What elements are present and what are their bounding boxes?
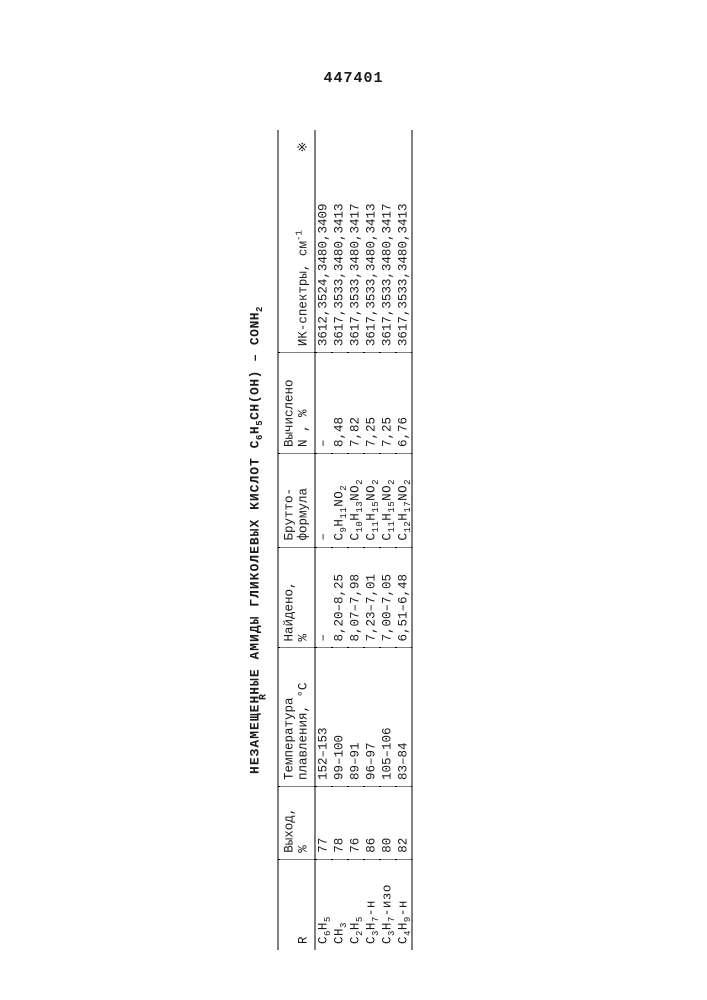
- cell-found: 7,00–7,05: [380, 547, 396, 648]
- table-row: C3H7-изо80105–1067,00–7,05C11H15NO27,253…: [380, 130, 396, 950]
- table-title: НЕЗАМЕЩЕННЫЕ АМИДЫ ГЛИКОЛЕВЫХ КИСЛОТ C6H…: [248, 130, 270, 950]
- cell-r: C3H7-н: [364, 859, 380, 950]
- title-text: НЕЗАМЕЩЕННЫЕ АМИДЫ ГЛИКОЛЕВЫХ КИСЛОТ: [248, 448, 263, 774]
- col-found: Найдено, %: [278, 547, 315, 648]
- table-row: C6H577152–153–––3612,3524,3480,3409: [316, 130, 332, 950]
- cell-yield: 78: [332, 787, 348, 860]
- col-yield-l1: Выход,: [283, 808, 297, 853]
- col-ir-sup: -1: [294, 230, 304, 241]
- cell-note: [316, 130, 332, 158]
- cell-mp: 89–91: [348, 648, 364, 787]
- cell-calc: 6,76: [396, 353, 413, 454]
- cell-brutto: –: [316, 454, 332, 548]
- cell-ir: 3617,3533,3480,3417: [380, 158, 396, 352]
- document-number: 447401: [0, 70, 707, 87]
- title-formula: C6H5CH(OH) – CONH2: [248, 306, 263, 448]
- cell-ir: 3617,3533,3480,3413: [332, 158, 348, 352]
- cell-found: 6,51–6,48: [396, 547, 413, 648]
- col-yield: Выход, %: [278, 787, 315, 860]
- cell-note: [332, 130, 348, 158]
- cell-note: [364, 130, 380, 158]
- cell-brutto: C11H15NO2: [380, 454, 396, 548]
- cell-r: C6H5: [316, 859, 332, 950]
- cell-calc: 7,82: [348, 353, 364, 454]
- col-note: ※: [278, 130, 315, 158]
- cell-r: C3H7-изо: [380, 859, 396, 950]
- cell-ir: 3617,3533,3480,3417: [348, 158, 364, 352]
- col-ir-l1: ИК-спектры, см: [297, 241, 311, 346]
- cell-ir: 3612,3524,3480,3409: [316, 158, 332, 352]
- cell-calc: 7,25: [380, 353, 396, 454]
- table-body: C6H577152–153–––3612,3524,3480,3409CH378…: [316, 130, 413, 950]
- table-row: C4H9-н8283–846,51–6,48C12H17NO26,763617,…: [396, 130, 413, 950]
- table-foot: [412, 130, 413, 950]
- cell-note: [380, 130, 396, 158]
- col-mp-l2: плавления,: [297, 705, 311, 780]
- cell-yield: 86: [364, 787, 380, 860]
- cell-mp: 105–106: [380, 648, 396, 787]
- cell-r: C2H5: [348, 859, 364, 950]
- col-r: R: [278, 859, 315, 950]
- table-head: R Выход, % Температура плавления, °C Най…: [278, 130, 316, 950]
- cell-found: –: [316, 547, 332, 648]
- cell-yield: 77: [316, 787, 332, 860]
- col-mp: Температура плавления, °C: [278, 648, 315, 787]
- data-table: R Выход, % Температура плавления, °C Най…: [278, 130, 413, 950]
- col-brutto: Брутто- формула: [278, 454, 315, 548]
- header-row: R Выход, % Температура плавления, °C Най…: [278, 130, 315, 950]
- cell-calc: –: [316, 353, 332, 454]
- cell-found: 8,20–8,25: [332, 547, 348, 648]
- cell-brutto: C12H17NO2: [396, 454, 413, 548]
- cell-yield: 80: [380, 787, 396, 860]
- cell-r: CH3: [332, 859, 348, 950]
- cell-note: [348, 130, 364, 158]
- cell-yield: 76: [348, 787, 364, 860]
- cell-mp: 96–97: [364, 648, 380, 787]
- table-row: CH37899–1008,20–8,25C9H11NO28,483617,353…: [332, 130, 348, 950]
- col-brutto-l1: Брутто-: [283, 488, 297, 541]
- col-calc-l2: N , %: [297, 410, 311, 448]
- cell-mp: 99–100: [332, 648, 348, 787]
- cell-calc: 7,25: [364, 353, 380, 454]
- cell-ir: 3617,3533,3480,3413: [396, 158, 413, 352]
- page: 447401 НЕЗАМЕЩЕННЫЕ АМИДЫ ГЛИКОЛЕВЫХ КИС…: [0, 0, 707, 1000]
- table-row: C2H57689–918,07–7,98C10H13NO27,823617,35…: [348, 130, 364, 950]
- cell-brutto: C10H13NO2: [348, 454, 364, 548]
- col-found-unit: %: [297, 634, 311, 642]
- table-row: C3H7-н8696–977,23–7,01C11H15NO27,253617,…: [364, 130, 380, 950]
- col-brutto-l2: формула: [297, 488, 311, 541]
- cell-r: C4H9-н: [396, 859, 413, 950]
- cell-note: [396, 130, 413, 158]
- rotated-content: НЕЗАМЕЩЕННЫЕ АМИДЫ ГЛИКОЛЕВЫХ КИСЛОТ C6H…: [248, 130, 413, 950]
- cell-ir: 3617,3533,3480,3413: [364, 158, 380, 352]
- col-yield-unit: %: [297, 845, 311, 853]
- cell-calc: 8,48: [332, 353, 348, 454]
- cell-found: 8,07–7,98: [348, 547, 364, 648]
- col-calc-l1: Вычислено: [283, 380, 297, 448]
- cell-found: 7,23–7,01: [364, 547, 380, 648]
- col-ir: ИК-спектры, см-1: [278, 158, 315, 352]
- cell-yield: 82: [396, 787, 413, 860]
- col-calc: Вычислено N , %: [278, 353, 315, 454]
- col-found-l1: Найдено,: [283, 581, 297, 641]
- col-mp-unit: °C: [297, 683, 311, 698]
- cell-mp: 83–84: [396, 648, 413, 787]
- col-mp-l1: Температура: [283, 698, 297, 781]
- cell-mp: 152–153: [316, 648, 332, 787]
- footer-rule: [412, 130, 413, 950]
- cell-brutto: C11H15NO2: [364, 454, 380, 548]
- cell-brutto: C9H11NO2: [332, 454, 348, 548]
